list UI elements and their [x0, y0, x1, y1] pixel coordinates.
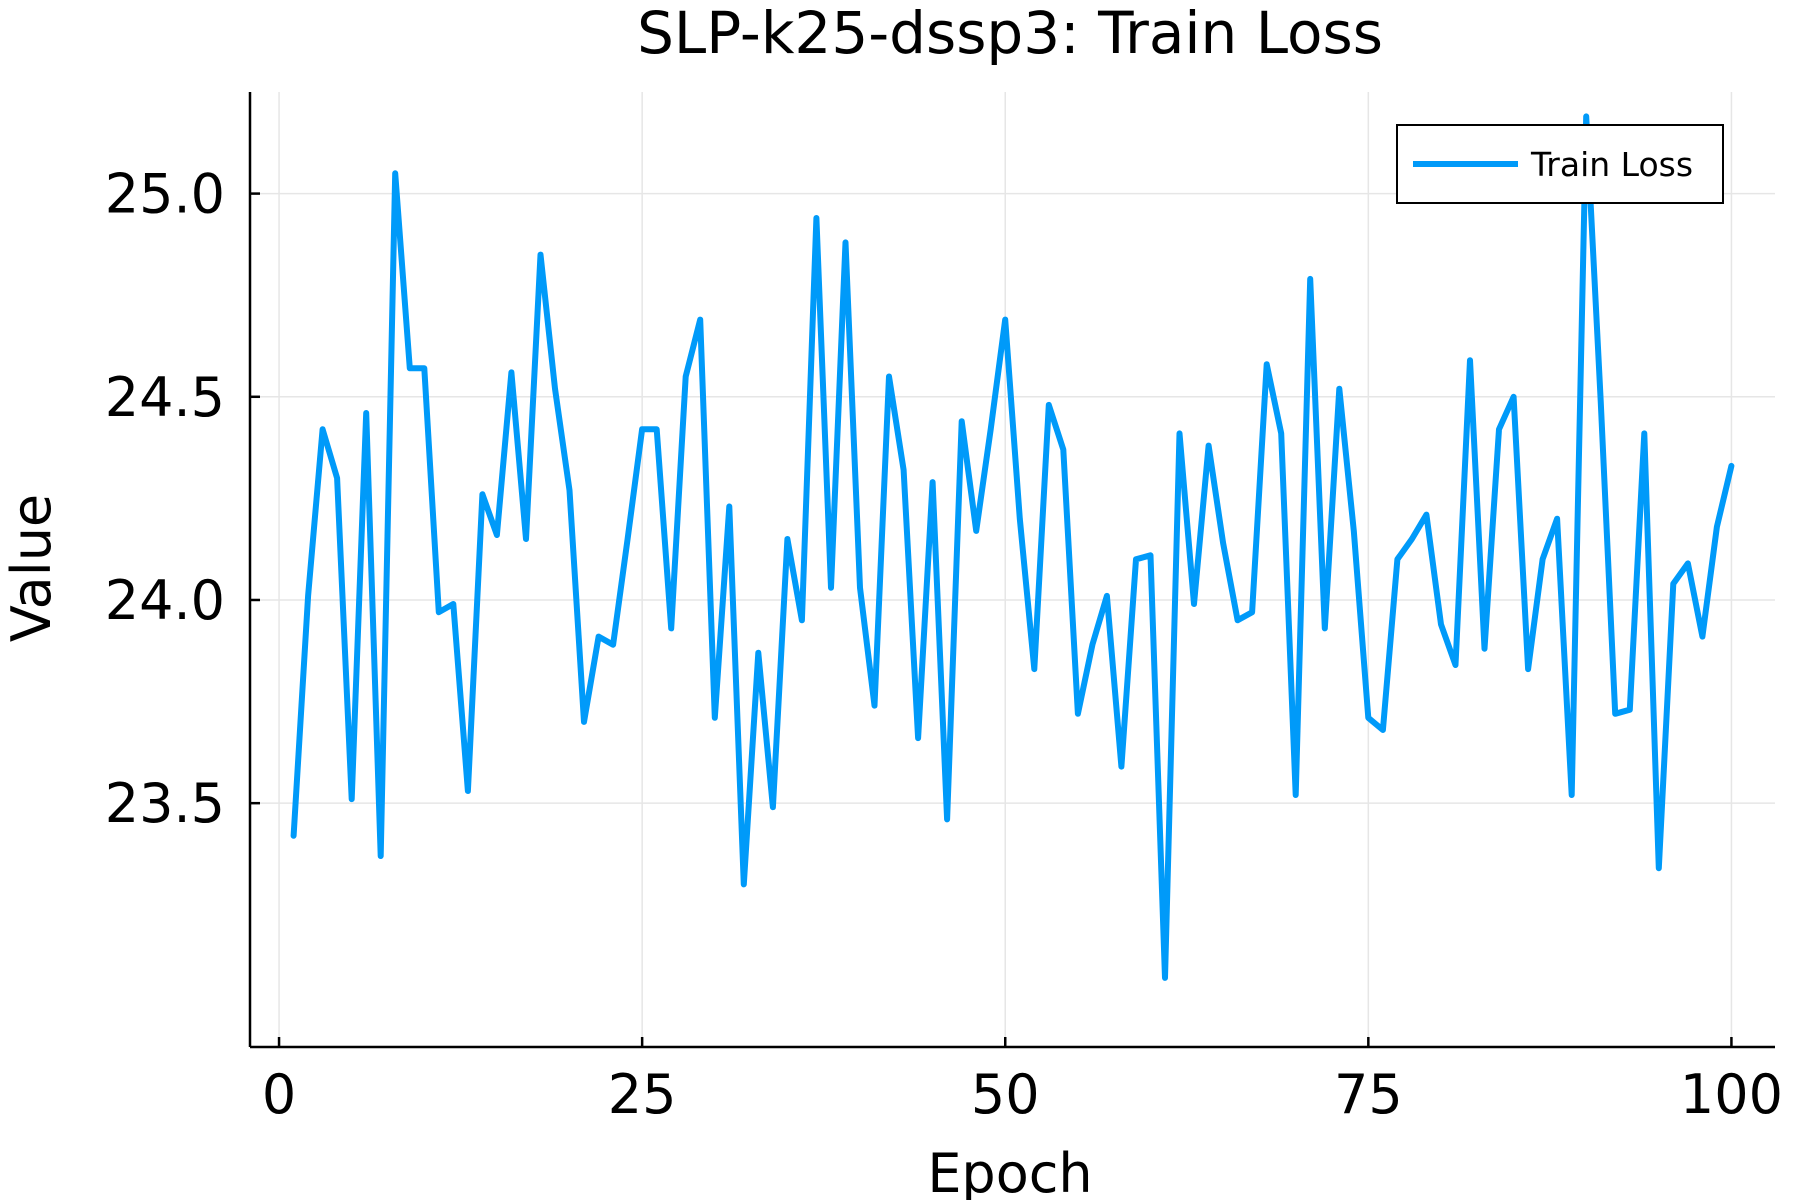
chart-title: SLP-k25-dssp3: Train Loss: [637, 0, 1383, 67]
series-lines: [290, 113, 1735, 981]
x-tick-label: 0: [262, 1063, 296, 1126]
y-tick-label: 23.5: [105, 772, 225, 835]
ticks: 0 25 50 75 100 23.5 24.0 24.5 25.0: [105, 163, 1783, 1126]
axes: [248, 92, 1775, 1049]
y-axis-label: Value: [0, 494, 63, 642]
legend: Train Loss: [1396, 124, 1724, 204]
x-axis-label: Epoch: [927, 1142, 1092, 1200]
x-tick-label: 100: [1680, 1063, 1783, 1126]
y-tick-label: 24.5: [105, 366, 225, 429]
x-tick-label: 75: [1334, 1063, 1403, 1126]
x-tick-label: 50: [971, 1063, 1040, 1126]
legend-label-train-loss: Train Loss: [1530, 145, 1693, 184]
y-tick-label: 24.0: [105, 569, 225, 632]
series-line-train-loss: [290, 113, 1735, 981]
x-tick-label: 25: [608, 1063, 677, 1126]
y-tick-label: 25.0: [105, 163, 225, 226]
